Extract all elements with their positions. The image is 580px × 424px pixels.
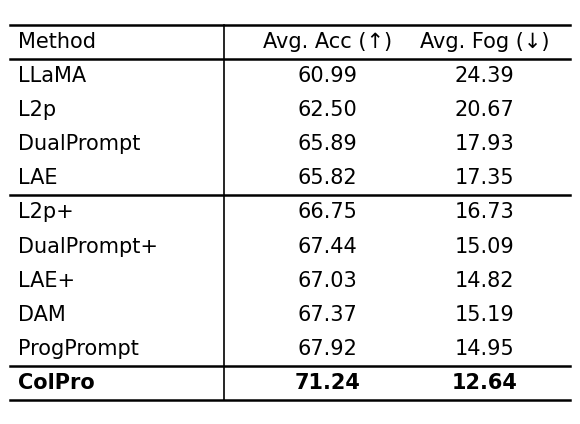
Text: 67.37: 67.37	[298, 305, 357, 325]
Text: 20.67: 20.67	[455, 100, 514, 120]
Text: L2p: L2p	[19, 100, 57, 120]
Text: 67.92: 67.92	[297, 339, 357, 359]
Text: ProgPrompt: ProgPrompt	[19, 339, 139, 359]
Text: ColPro: ColPro	[19, 373, 95, 393]
Text: 17.35: 17.35	[455, 168, 514, 188]
Text: 66.75: 66.75	[297, 202, 357, 223]
Text: 12.64: 12.64	[451, 373, 517, 393]
Text: 65.89: 65.89	[298, 134, 357, 154]
Text: 67.44: 67.44	[298, 237, 357, 257]
Text: 60.99: 60.99	[297, 66, 357, 86]
Text: DualPrompt: DualPrompt	[19, 134, 141, 154]
Text: 62.50: 62.50	[298, 100, 357, 120]
Text: 71.24: 71.24	[294, 373, 360, 393]
Text: DAM: DAM	[19, 305, 66, 325]
Text: LAE: LAE	[19, 168, 58, 188]
Text: 15.09: 15.09	[455, 237, 514, 257]
Text: 14.82: 14.82	[455, 271, 514, 290]
Text: LLaMA: LLaMA	[19, 66, 86, 86]
Text: DualPrompt+: DualPrompt+	[19, 237, 158, 257]
Text: 24.39: 24.39	[455, 66, 514, 86]
Text: L2p+: L2p+	[19, 202, 74, 223]
Text: 67.03: 67.03	[298, 271, 357, 290]
Text: 15.19: 15.19	[455, 305, 514, 325]
Text: Avg. Fog (↓): Avg. Fog (↓)	[419, 32, 549, 52]
Text: Method: Method	[19, 32, 96, 52]
Text: Avg. Acc (↑): Avg. Acc (↑)	[263, 32, 392, 52]
Text: 65.82: 65.82	[298, 168, 357, 188]
Text: 17.93: 17.93	[455, 134, 514, 154]
Text: 14.95: 14.95	[455, 339, 514, 359]
Text: LAE+: LAE+	[19, 271, 75, 290]
Text: 16.73: 16.73	[455, 202, 514, 223]
